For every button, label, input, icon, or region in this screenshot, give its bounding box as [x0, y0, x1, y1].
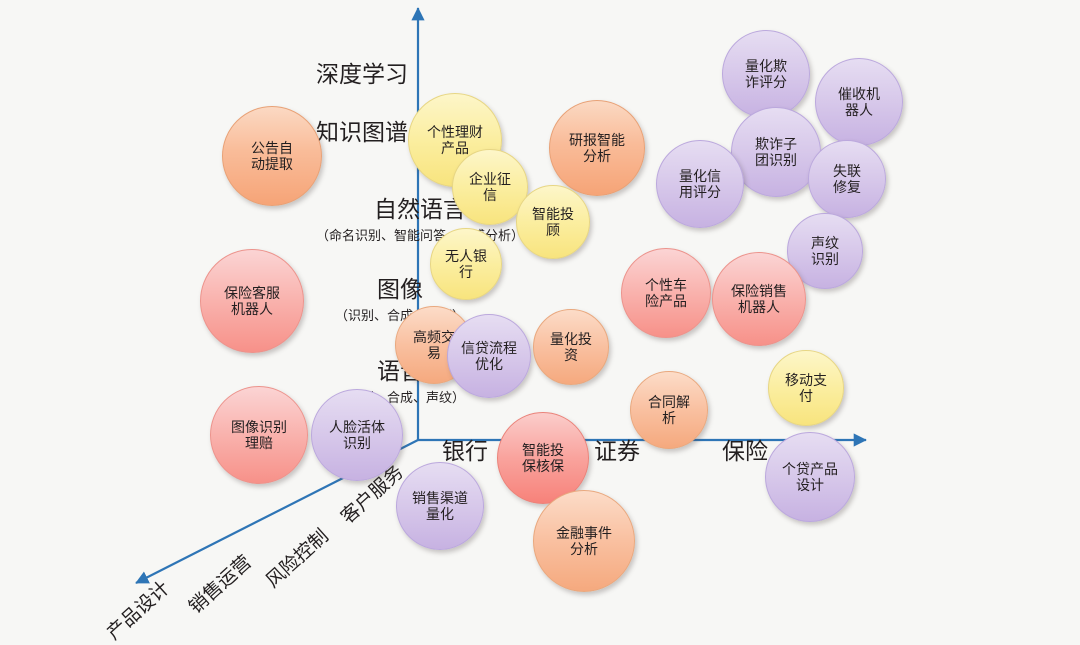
bubble-label: 企业征信 [469, 170, 511, 203]
bubble-label: 人脸活体 识别 [329, 418, 385, 451]
technology-axis-label-1: 知识图谱 [316, 113, 408, 147]
bubble-12[interactable]: 保险客服 机器人 [200, 249, 304, 353]
technology-label-text: 图像 [377, 276, 423, 302]
bubble-5[interactable]: 欺诈子 团识别 [731, 107, 821, 197]
bubble-4[interactable]: 催收机 器人 [815, 58, 903, 146]
bubble-25[interactable]: 金融事件 分析 [533, 490, 635, 592]
bubble-23[interactable]: 个贷产品 设计 [765, 432, 855, 522]
bubble-label: 声纹 识别 [811, 234, 839, 267]
bubble-20[interactable]: 图像识别 理赔 [210, 386, 308, 484]
bubble-label: 催收机 器人 [838, 85, 880, 118]
bubble-24[interactable]: 销售渠道 量化 [396, 462, 484, 550]
bubble-17[interactable]: 量化投资 [533, 309, 609, 385]
bubble-label: 金融事件 分析 [556, 524, 612, 557]
bubble-label: 个贷产品 设计 [782, 460, 838, 493]
bubble-label: 量化欺 诈评分 [745, 57, 787, 90]
bubble-13[interactable]: 个性车 险产品 [621, 248, 711, 338]
bubble-label: 智能投顾 [532, 205, 574, 238]
bubble-label: 欺诈子 团识别 [755, 135, 797, 168]
bubble-18[interactable]: 合同解析 [630, 371, 708, 449]
business-scenario-label-1: 销售运营 [185, 551, 256, 619]
bubble-label: 个性车 险产品 [645, 276, 687, 309]
bubble-2[interactable]: 研报智能 分析 [549, 100, 645, 196]
industry-axis-label-2: 保险 [722, 438, 768, 464]
bubble-label: 移动支付 [785, 371, 827, 404]
bubble-label: 保险客服 机器人 [224, 284, 280, 317]
bubble-0[interactable]: 公告自 动提取 [222, 106, 322, 206]
technology-label-text: 深度学习 [316, 61, 408, 87]
bubble-1[interactable]: 个性理财 产品 [408, 93, 502, 187]
technology-axis-label-0: 深度学习 [316, 55, 408, 89]
bubble-label: 保险销售 机器人 [731, 282, 787, 315]
bubble-label: 高频交易 [413, 328, 455, 361]
bubble-label: 量化投资 [550, 330, 592, 363]
bubble-label: 图像识别 理赔 [231, 418, 287, 451]
bubble-22[interactable]: 智能投 保核保 [497, 412, 589, 504]
bubble-map-canvas: 深度学习 知识图谱 自然语言 （命名识别、智能问答、情感分析） 图像 （识别、合成、理解）… [103, 7, 903, 644]
bubble-label: 公告自 动提取 [251, 139, 293, 172]
bubble-label: 个性理财 产品 [427, 123, 483, 156]
bubble-label: 智能投 保核保 [522, 441, 564, 474]
industry-axis-label-1: 证券 [594, 438, 640, 464]
bubble-6[interactable]: 量化信 用评分 [656, 140, 744, 228]
bubble-16[interactable]: 信贷流程 优化 [447, 314, 531, 398]
bubble-label: 研报智能 分析 [569, 131, 625, 164]
bubble-label: 失联 修复 [833, 162, 861, 195]
bubble-19[interactable]: 移动支付 [768, 350, 844, 426]
bubble-14[interactable]: 保险销售 机器人 [712, 252, 806, 346]
bubble-3[interactable]: 量化欺 诈评分 [722, 30, 810, 118]
bubble-11[interactable]: 无人银行 [430, 228, 502, 300]
business-scenario-label-2: 风险控制 [262, 525, 333, 593]
bubble-21[interactable]: 人脸活体 识别 [311, 389, 403, 481]
business-scenario-label-0: 产品设计 [103, 577, 174, 645]
industry-axis-label-0: 银行 [442, 438, 488, 464]
bubble-9[interactable]: 智能投顾 [516, 185, 590, 259]
bubble-8[interactable]: 企业征信 [452, 149, 528, 225]
bubble-label: 销售渠道 量化 [412, 489, 468, 522]
bubble-label: 量化信 用评分 [679, 167, 721, 200]
bubble-label: 无人银行 [445, 247, 487, 280]
bubble-label: 信贷流程 优化 [461, 339, 517, 372]
technology-label-text: 自然语言 [374, 196, 466, 222]
technology-label-text: 知识图谱 [316, 119, 408, 145]
bubble-7[interactable]: 失联 修复 [808, 140, 886, 218]
bubble-label: 合同解析 [648, 393, 690, 426]
